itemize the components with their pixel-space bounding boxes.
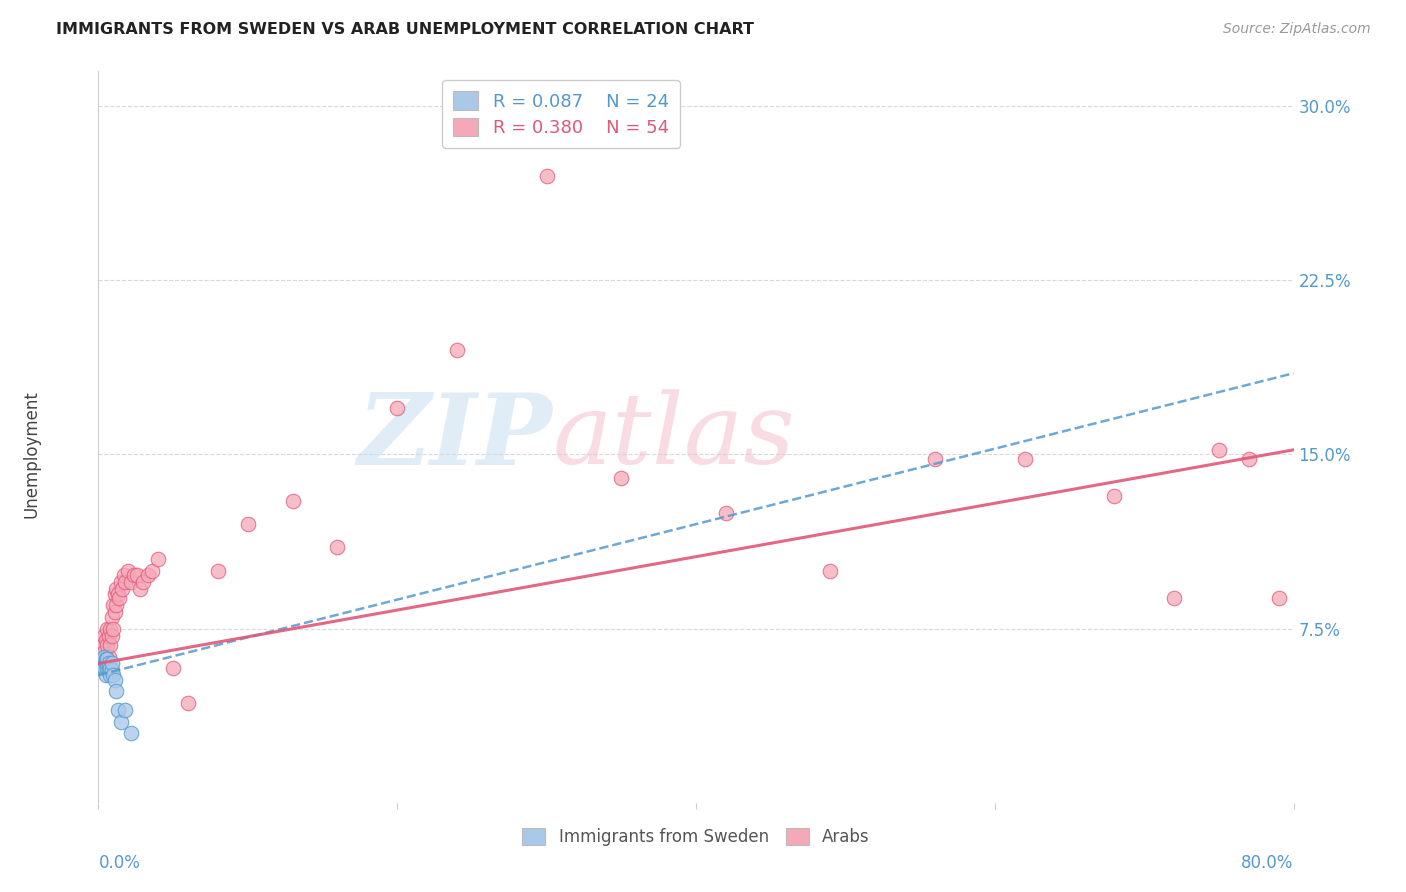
Point xyxy=(1237,452,1260,467)
Point xyxy=(90,657,112,671)
Text: Source: ZipAtlas.com: Source: ZipAtlas.com xyxy=(1223,22,1371,37)
Point xyxy=(1208,442,1230,457)
Point xyxy=(162,661,184,675)
Point xyxy=(110,575,132,590)
Point xyxy=(103,668,125,682)
Point xyxy=(97,657,120,671)
Point xyxy=(101,657,124,671)
Point xyxy=(107,703,129,717)
Point xyxy=(1104,489,1126,503)
Point xyxy=(93,645,115,659)
Point xyxy=(93,629,115,643)
Point xyxy=(120,726,142,740)
Text: IMMIGRANTS FROM SWEDEN VS ARAB UNEMPLOYMENT CORRELATION CHART: IMMIGRANTS FROM SWEDEN VS ARAB UNEMPLOYM… xyxy=(56,22,754,37)
Point xyxy=(136,568,159,582)
Point xyxy=(177,696,200,710)
Point xyxy=(129,582,152,597)
Point xyxy=(110,714,132,729)
Point xyxy=(105,599,128,613)
Text: Unemployment: Unemployment xyxy=(22,391,41,518)
Point xyxy=(96,638,118,652)
Point xyxy=(536,169,558,183)
Point xyxy=(114,703,136,717)
Point xyxy=(207,564,229,578)
Point xyxy=(91,638,114,652)
Point xyxy=(93,649,115,664)
Point xyxy=(104,587,127,601)
Point xyxy=(98,661,122,675)
Point xyxy=(1267,591,1289,606)
Point xyxy=(114,575,136,590)
Text: 80.0%: 80.0% xyxy=(1241,854,1294,871)
Point xyxy=(97,664,120,678)
Point xyxy=(91,652,114,666)
Point xyxy=(96,622,118,636)
Point xyxy=(104,606,127,620)
Text: 0.0%: 0.0% xyxy=(98,854,141,871)
Point xyxy=(281,494,304,508)
Point xyxy=(97,629,120,643)
Point xyxy=(1014,452,1036,467)
Point xyxy=(101,610,124,624)
Point xyxy=(326,541,349,555)
Point xyxy=(94,657,117,671)
Point xyxy=(127,568,149,582)
Point xyxy=(385,401,409,415)
Point xyxy=(101,629,124,643)
Point xyxy=(103,622,125,636)
Point xyxy=(93,661,115,675)
Point xyxy=(96,652,118,666)
Point xyxy=(91,657,114,671)
Point xyxy=(94,633,117,648)
Point xyxy=(610,471,633,485)
Point xyxy=(120,575,142,590)
Point xyxy=(94,652,117,666)
Point xyxy=(94,668,117,682)
Point xyxy=(446,343,468,357)
Point xyxy=(98,668,122,682)
Point xyxy=(112,568,135,582)
Point xyxy=(105,582,128,597)
Point xyxy=(111,582,134,597)
Point xyxy=(105,684,128,698)
Point xyxy=(132,575,155,590)
Point xyxy=(117,564,139,578)
Point xyxy=(107,587,129,601)
Point xyxy=(94,649,117,664)
Point xyxy=(236,517,259,532)
Text: ZIP: ZIP xyxy=(357,389,553,485)
Point xyxy=(101,664,124,678)
Point xyxy=(103,599,125,613)
Text: atlas: atlas xyxy=(553,390,796,484)
Point xyxy=(924,452,946,467)
Point xyxy=(124,568,146,582)
Point xyxy=(820,564,842,578)
Point xyxy=(141,564,163,578)
Point xyxy=(96,661,118,675)
Point xyxy=(714,506,737,520)
Point xyxy=(90,661,112,675)
Point xyxy=(96,657,118,671)
Point xyxy=(97,649,120,664)
Point xyxy=(98,622,122,636)
Point xyxy=(104,673,127,687)
Point xyxy=(148,552,170,566)
Legend: Immigrants from Sweden, Arabs: Immigrants from Sweden, Arabs xyxy=(516,822,876,853)
Point xyxy=(98,638,122,652)
Point xyxy=(1163,591,1185,606)
Point xyxy=(108,591,131,606)
